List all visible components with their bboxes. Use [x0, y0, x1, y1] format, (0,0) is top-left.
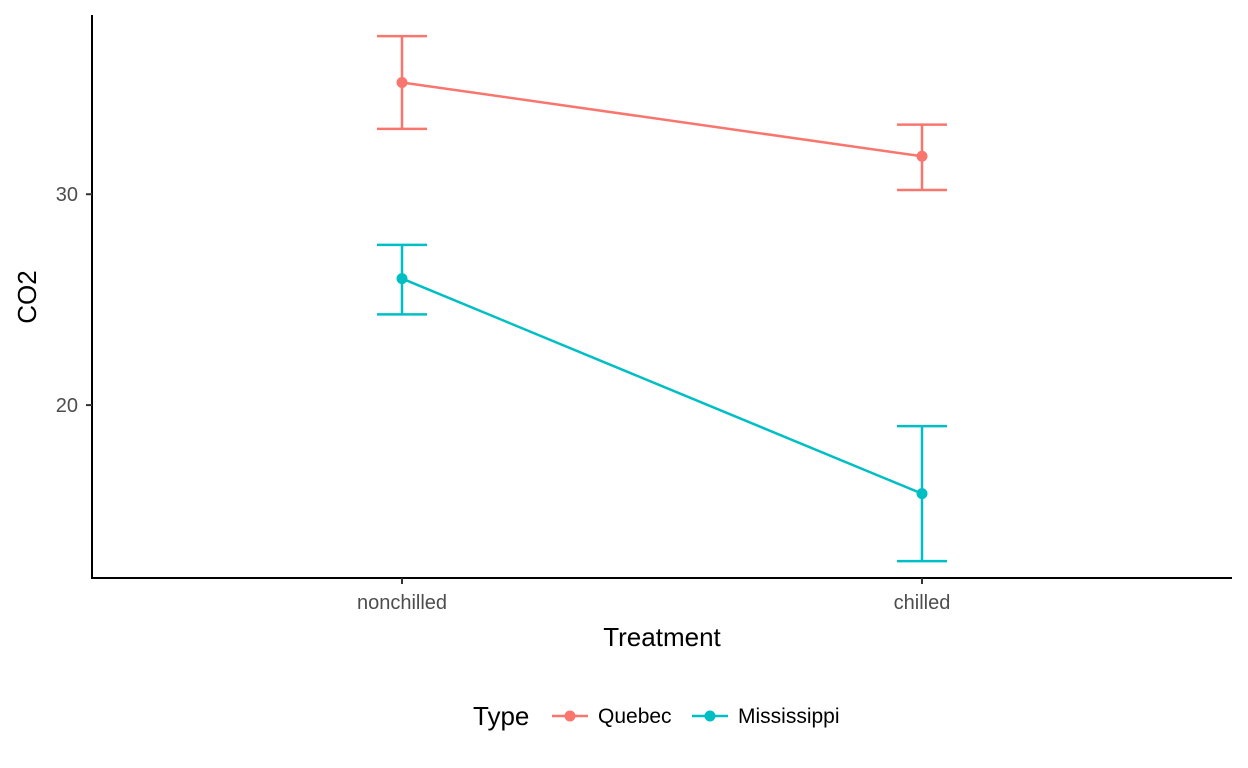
ticks: 20 30 nonchilled chilled	[56, 184, 951, 614]
legend-title: Type	[473, 701, 529, 731]
legend-label-quebec: Quebec	[598, 705, 672, 728]
data-point-mississippi	[916, 488, 928, 500]
y-tick-label: 30	[56, 184, 78, 206]
plot-area	[377, 34, 947, 563]
series-line-mississippi	[401, 277, 923, 495]
y-axis-title: CO2	[12, 270, 42, 323]
axes	[91, 15, 1232, 579]
x-tick-label: nonchilled	[357, 592, 447, 614]
legend-key-mississippi	[692, 710, 728, 722]
legend-key-point-quebec	[564, 710, 576, 722]
legend-label-mississippi: Mississippi	[738, 705, 840, 728]
y-tick-label: 20	[56, 395, 78, 417]
series-quebec	[377, 34, 947, 192]
legend: Type Quebec Mississippi	[473, 701, 840, 731]
data-point-mississippi	[396, 273, 408, 285]
series-line-quebec	[401, 81, 923, 158]
x-tick-label: chilled	[894, 592, 951, 614]
data-point-quebec	[916, 150, 928, 162]
legend-key-point-mississippi	[704, 710, 716, 722]
x-axis-title: Treatment	[603, 622, 721, 652]
series-mississippi	[377, 243, 947, 563]
data-point-quebec	[396, 76, 408, 88]
legend-key-quebec	[552, 710, 588, 722]
